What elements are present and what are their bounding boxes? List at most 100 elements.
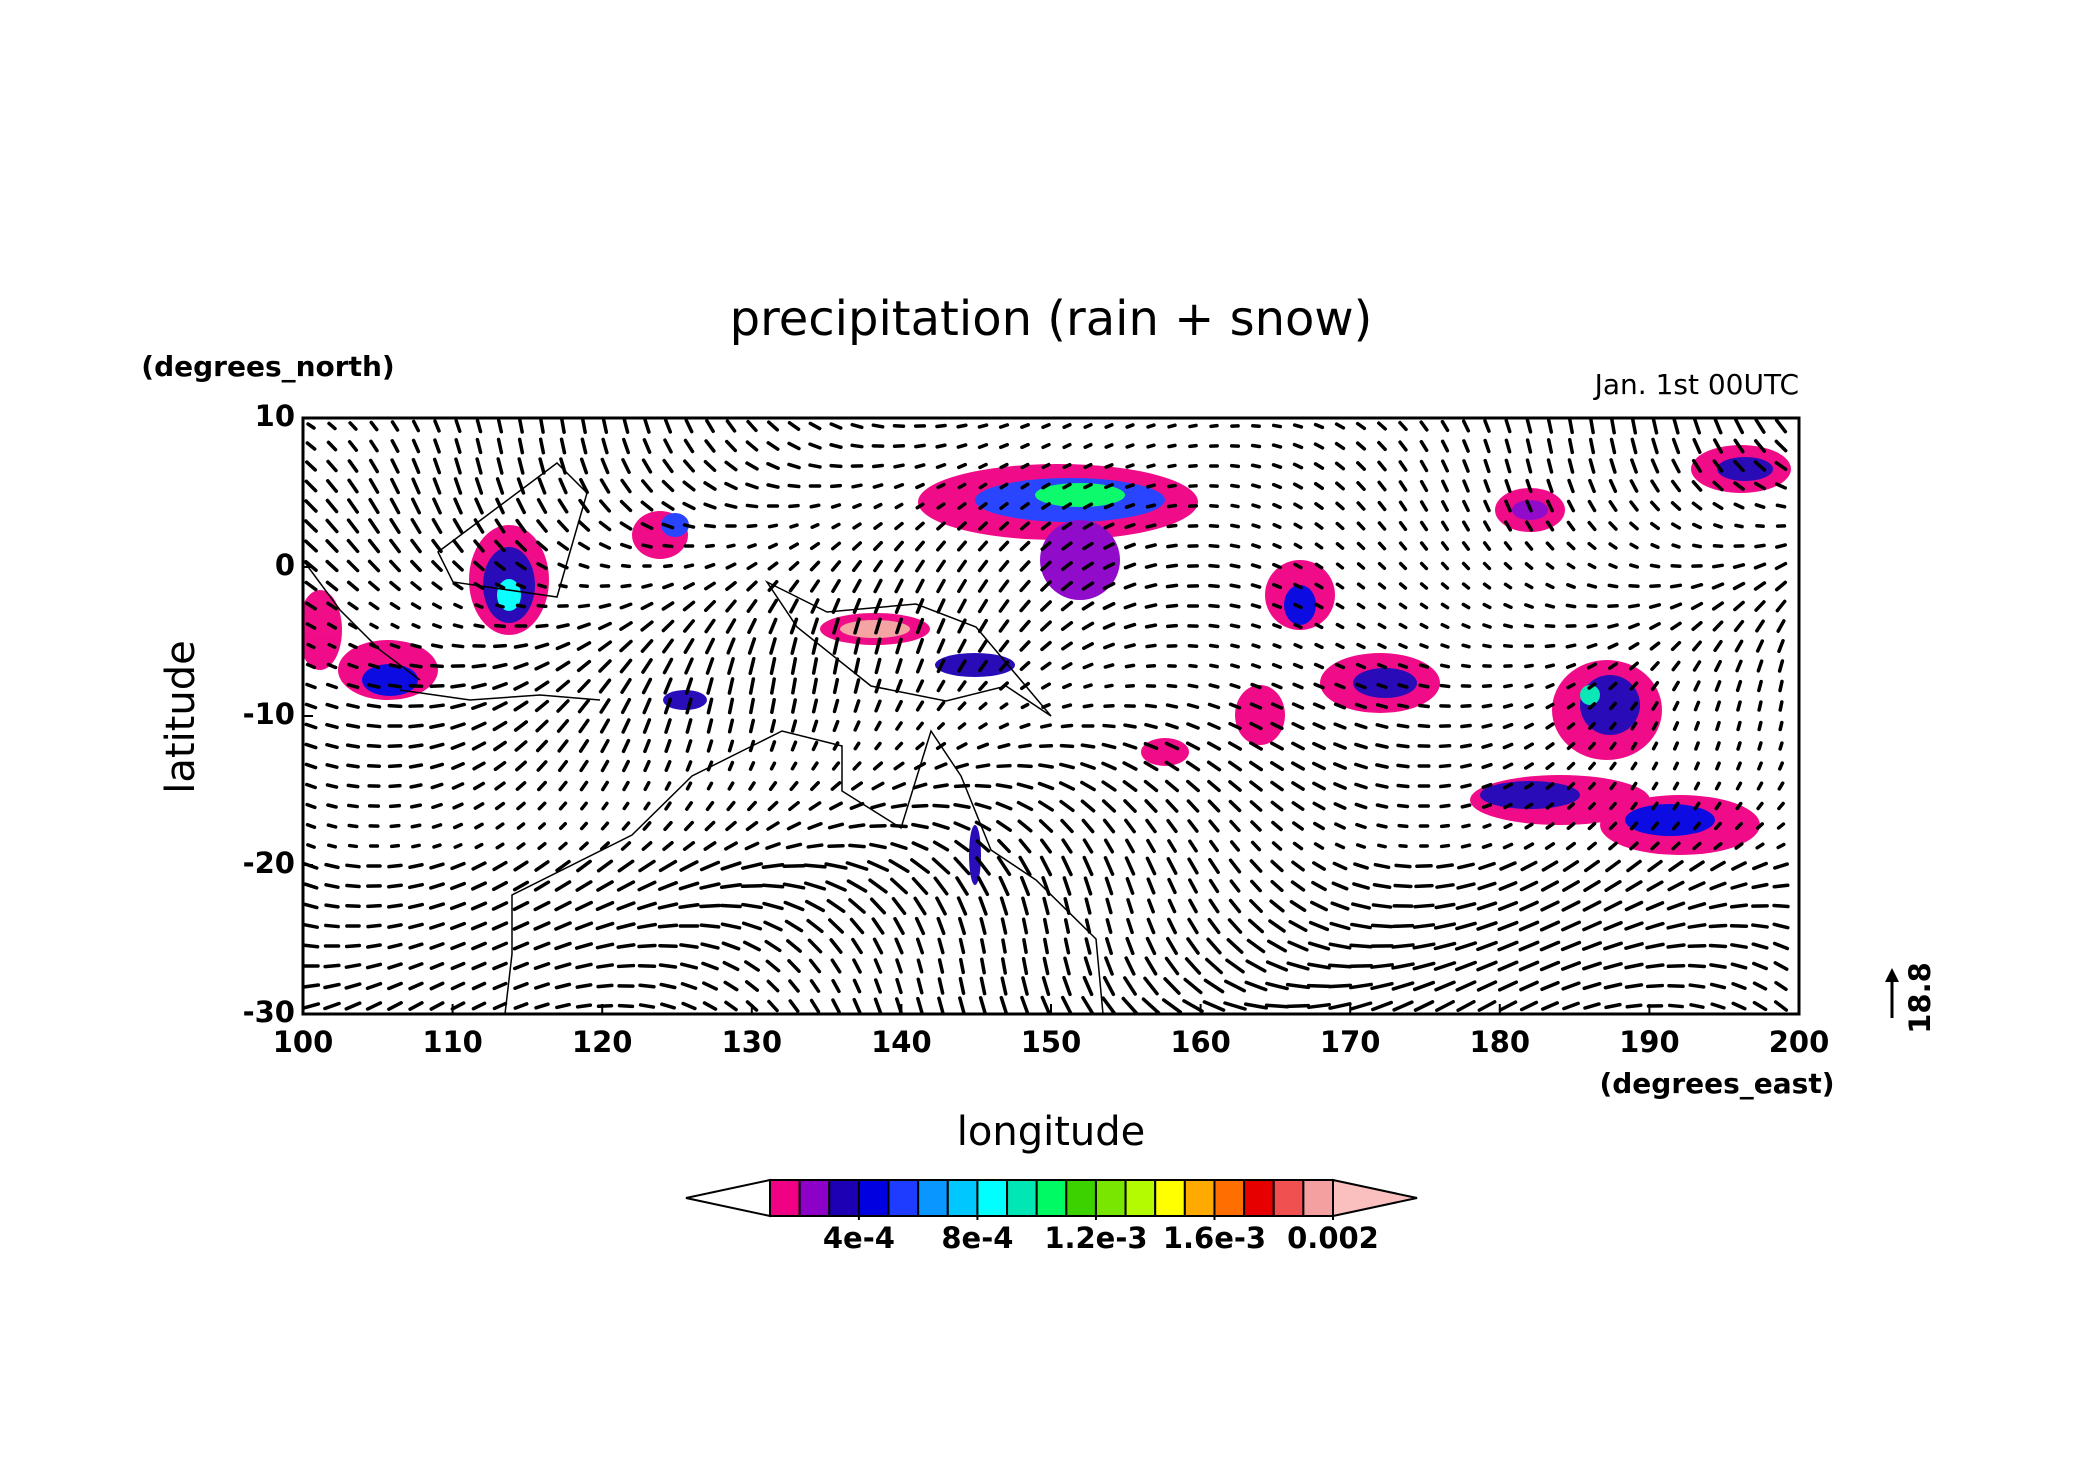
wind-vector xyxy=(345,863,361,869)
wind-vector xyxy=(1581,941,1603,951)
wind-vector xyxy=(1607,662,1619,670)
wind-vector xyxy=(787,441,801,451)
wind-vector xyxy=(702,1001,718,1011)
wind-vector xyxy=(325,559,339,573)
wind-vector xyxy=(977,540,989,552)
wind-vector xyxy=(1021,976,1029,996)
wind-vector xyxy=(1546,418,1554,434)
wind-vector xyxy=(788,561,800,571)
wind-vector xyxy=(978,701,988,711)
wind-vector xyxy=(1250,623,1262,629)
wind-vector xyxy=(534,982,550,990)
wind-vector xyxy=(1713,639,1723,653)
wind-vector xyxy=(536,760,548,772)
wind-vector xyxy=(454,438,462,454)
wind-vector xyxy=(1607,642,1619,650)
wind-vector xyxy=(1713,841,1723,851)
axes: 100 110 120 130 140 150 160 170 180 190 200-30-20-… xyxy=(243,399,1830,1059)
wind-vector xyxy=(749,697,755,715)
wind-vector xyxy=(682,600,696,612)
wind-vector xyxy=(1392,1000,1414,1012)
wind-vector xyxy=(1476,980,1498,992)
wind-vector xyxy=(1715,761,1721,771)
wind-vector xyxy=(1774,460,1788,472)
wind-vector xyxy=(491,880,509,892)
wind-vector xyxy=(706,718,714,734)
wind-vector xyxy=(619,621,633,631)
wind-vector xyxy=(664,738,672,754)
wind-vector xyxy=(1040,580,1052,592)
wind-vector xyxy=(811,637,819,655)
wind-vector xyxy=(1629,661,1639,671)
coastline xyxy=(399,689,601,701)
wind-vector xyxy=(1019,619,1031,633)
wind-vector xyxy=(1041,482,1051,490)
wind-vector xyxy=(431,581,443,591)
wind-vector xyxy=(1668,1003,1684,1009)
wind-vector xyxy=(1391,981,1415,991)
wind-vector xyxy=(495,497,505,515)
wind-vector xyxy=(1355,441,1367,451)
wind-vector xyxy=(1333,782,1347,790)
wind-vector xyxy=(1524,663,1534,669)
wind-vector xyxy=(1546,438,1554,454)
wind-vector xyxy=(935,741,947,751)
wind-vector xyxy=(347,662,359,670)
wind-vector xyxy=(1608,521,1618,531)
wind-vector xyxy=(1272,562,1282,570)
wind-vector xyxy=(1775,599,1787,613)
wind-vector xyxy=(1247,918,1265,934)
wind-vector xyxy=(1040,995,1052,1014)
wind-vector xyxy=(1084,897,1092,915)
wind-vector xyxy=(1207,779,1221,793)
wind-vector xyxy=(475,418,483,434)
wind-vector xyxy=(958,996,966,1014)
wind-vector xyxy=(1126,917,1134,935)
wind-vector xyxy=(1503,520,1513,532)
wind-vector xyxy=(998,639,1010,653)
wind-vector xyxy=(1709,881,1727,891)
wind-vector xyxy=(1370,963,1394,969)
wind-vector xyxy=(830,781,842,791)
wind-vector xyxy=(622,759,630,773)
wind-vector xyxy=(1270,879,1284,893)
wind-vector xyxy=(1265,960,1289,972)
wind-vector xyxy=(1754,503,1766,509)
wind-vector xyxy=(1272,502,1282,510)
wind-vector xyxy=(957,722,967,730)
wind-vector xyxy=(1293,562,1303,570)
wind-vector xyxy=(1207,799,1221,813)
wind-vector xyxy=(325,498,339,514)
wind-vector xyxy=(957,521,967,531)
wind-vector xyxy=(1609,781,1617,791)
wind-vector xyxy=(1419,500,1429,512)
wind-vector xyxy=(637,963,657,969)
wind-vector xyxy=(1377,460,1387,472)
wind-vector xyxy=(1019,521,1031,531)
wind-vector xyxy=(809,579,821,593)
wind-vector xyxy=(767,999,779,1013)
x-unit: (degrees_east) xyxy=(1599,1067,1834,1100)
wind-vector xyxy=(1774,482,1788,490)
wind-vector xyxy=(1375,703,1389,709)
wind-vector xyxy=(1307,962,1331,970)
precip-region xyxy=(1625,804,1715,836)
wind-vector xyxy=(1062,876,1072,896)
wind-vector xyxy=(304,722,318,730)
wind-vector xyxy=(389,538,401,554)
wind-vector xyxy=(1539,960,1561,972)
wind-vector xyxy=(390,439,400,453)
wind-vector xyxy=(1333,762,1347,770)
wind-vector xyxy=(1017,763,1033,769)
wind-vector xyxy=(1483,520,1491,532)
colorbar-box xyxy=(769,1179,801,1217)
wind-vector xyxy=(1371,903,1393,909)
wind-vector xyxy=(679,962,699,970)
wind-vector xyxy=(1327,983,1353,989)
wind-vector xyxy=(537,780,547,792)
wind-vector xyxy=(1334,422,1346,430)
wind-vector xyxy=(1186,702,1200,710)
wind-vector xyxy=(763,920,783,932)
wind-vector xyxy=(809,541,821,551)
wind-vector xyxy=(1314,502,1324,510)
